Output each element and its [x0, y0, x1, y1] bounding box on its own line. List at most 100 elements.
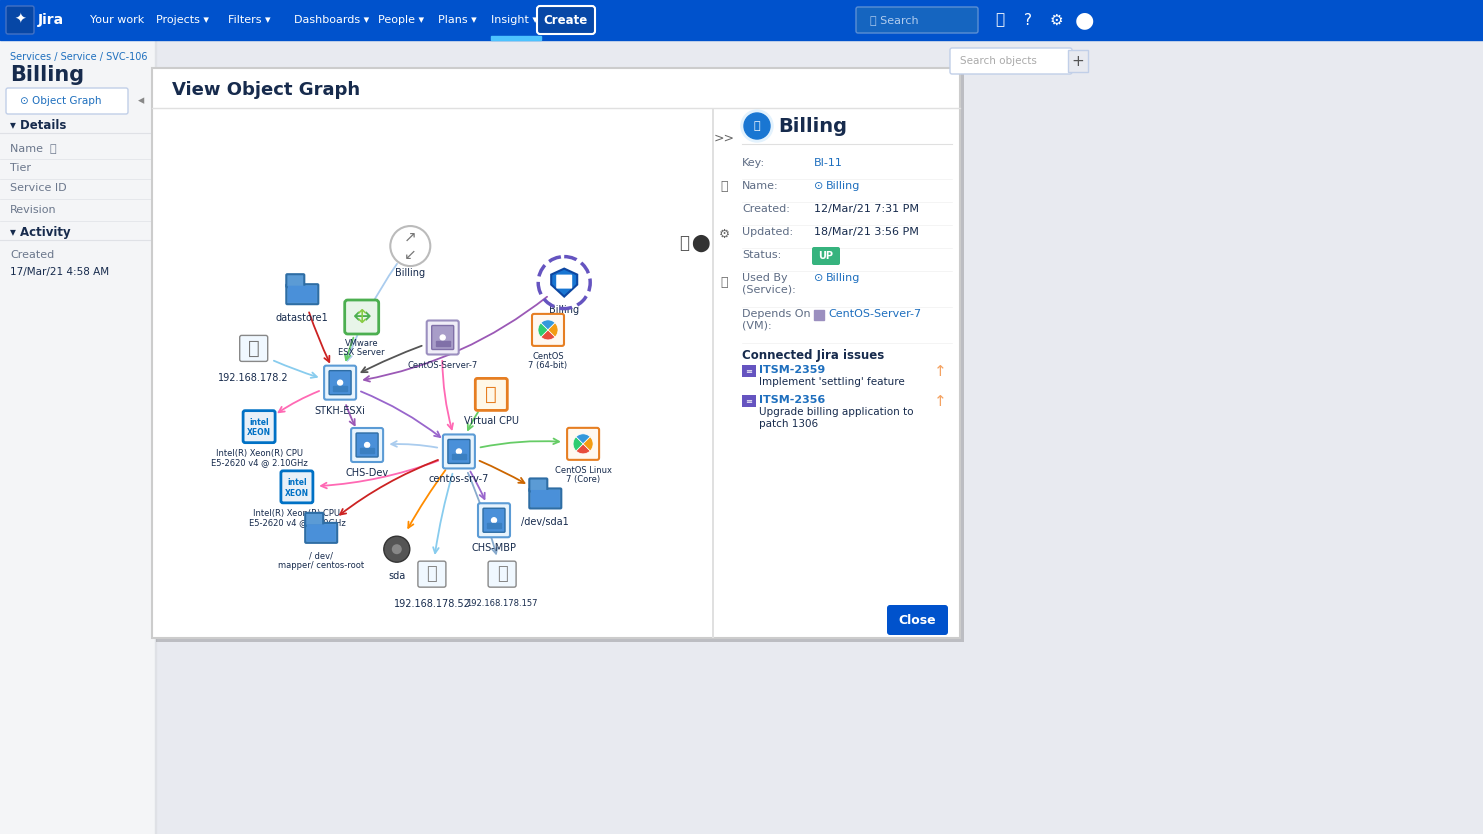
Wedge shape — [541, 320, 555, 330]
Text: CentOS Linux: CentOS Linux — [555, 466, 611, 475]
FancyBboxPatch shape — [286, 274, 304, 287]
Bar — [1068, 50, 1089, 72]
Text: 7 (64-bit): 7 (64-bit) — [528, 361, 568, 370]
Text: 12/Mar/21 7:31 PM: 12/Mar/21 7:31 PM — [814, 204, 919, 214]
Bar — [436, 344, 449, 345]
Text: Create: Create — [544, 13, 589, 27]
Bar — [814, 310, 825, 320]
Text: patch 1306: patch 1306 — [759, 419, 819, 429]
Text: Billing: Billing — [779, 117, 847, 135]
Bar — [452, 455, 466, 456]
Circle shape — [392, 545, 402, 555]
Bar — [436, 340, 449, 343]
FancyBboxPatch shape — [488, 561, 516, 587]
Text: ↔: ↔ — [353, 307, 371, 327]
Text: People ▾: People ▾ — [378, 15, 424, 25]
Text: Billing: Billing — [826, 181, 860, 191]
Text: ✦: ✦ — [15, 13, 25, 27]
Bar — [712, 108, 713, 638]
Text: Plans ▾: Plans ▾ — [437, 15, 476, 25]
Text: UP: UP — [819, 251, 833, 261]
FancyBboxPatch shape — [286, 284, 319, 304]
Polygon shape — [552, 269, 577, 297]
FancyBboxPatch shape — [307, 525, 335, 541]
Bar — [486, 526, 501, 528]
FancyBboxPatch shape — [305, 513, 323, 526]
Text: ≡: ≡ — [746, 396, 752, 405]
FancyBboxPatch shape — [443, 435, 475, 469]
Text: sda: sda — [389, 571, 405, 581]
Text: Status:: Status: — [742, 250, 782, 260]
Circle shape — [491, 518, 497, 523]
Text: Service ID: Service ID — [10, 183, 67, 193]
Text: 7 (Core): 7 (Core) — [567, 475, 601, 484]
Bar — [360, 451, 374, 453]
FancyBboxPatch shape — [329, 370, 351, 394]
Text: intel
XEON: intel XEON — [248, 418, 271, 437]
FancyBboxPatch shape — [351, 428, 383, 462]
FancyBboxPatch shape — [951, 48, 1072, 74]
FancyBboxPatch shape — [531, 490, 559, 507]
FancyBboxPatch shape — [567, 428, 599, 460]
Text: 🐦: 🐦 — [679, 234, 690, 252]
Text: Billing: Billing — [10, 65, 85, 85]
Bar — [360, 448, 374, 450]
Text: mapper/ centos-root: mapper/ centos-root — [279, 560, 365, 570]
FancyBboxPatch shape — [305, 523, 337, 543]
Text: Insight ▾: Insight ▾ — [491, 15, 538, 25]
FancyBboxPatch shape — [856, 7, 977, 33]
Text: Key:: Key: — [742, 158, 765, 168]
FancyBboxPatch shape — [6, 88, 128, 114]
Text: 192.168.178.2: 192.168.178.2 — [218, 374, 289, 384]
Wedge shape — [541, 330, 555, 340]
Text: Filters ▾: Filters ▾ — [228, 15, 270, 25]
Text: STKH-ESXi: STKH-ESXi — [314, 405, 365, 415]
Text: CHS-MBP: CHS-MBP — [472, 543, 516, 553]
Text: Tier: Tier — [10, 163, 31, 173]
Bar — [0, 0, 1483, 40]
Wedge shape — [538, 323, 549, 337]
Text: >>: >> — [713, 132, 734, 144]
Circle shape — [338, 380, 343, 385]
Bar — [452, 458, 466, 460]
Text: View Object Graph: View Object Graph — [172, 81, 360, 99]
Text: 192.168.178.52: 192.168.178.52 — [393, 599, 470, 609]
Text: Billing: Billing — [826, 273, 860, 283]
Text: ⊙: ⊙ — [814, 181, 823, 191]
Wedge shape — [549, 323, 558, 337]
FancyBboxPatch shape — [6, 6, 34, 34]
Text: Created:: Created: — [742, 204, 790, 214]
Text: 🖧: 🖧 — [497, 565, 507, 583]
FancyBboxPatch shape — [887, 605, 948, 635]
Text: Billing: Billing — [549, 304, 580, 314]
Text: Upgrade billing application to: Upgrade billing application to — [759, 407, 914, 417]
FancyBboxPatch shape — [742, 395, 756, 407]
Circle shape — [744, 113, 770, 139]
Text: Name  🏷: Name 🏷 — [10, 143, 56, 153]
Text: 🔔: 🔔 — [995, 13, 1004, 28]
Wedge shape — [575, 444, 590, 454]
Text: ▾ Details: ▾ Details — [10, 118, 67, 132]
FancyBboxPatch shape — [344, 300, 378, 334]
FancyBboxPatch shape — [813, 247, 839, 265]
Text: ITSM-2356: ITSM-2356 — [759, 395, 825, 405]
Text: 18/Mar/21 3:56 PM: 18/Mar/21 3:56 PM — [814, 227, 919, 237]
Text: 17/Mar/21 4:58 AM: 17/Mar/21 4:58 AM — [10, 267, 110, 277]
Text: 192.168.178.157: 192.168.178.157 — [466, 599, 538, 608]
Text: Projects ▾: Projects ▾ — [156, 15, 209, 25]
Text: Name:: Name: — [742, 181, 779, 191]
Text: ◂: ◂ — [138, 94, 144, 108]
Text: ⬛: ⬛ — [485, 385, 497, 404]
FancyBboxPatch shape — [427, 320, 458, 354]
Text: ⓘ: ⓘ — [721, 179, 728, 193]
Text: intel
XEON: intel XEON — [285, 478, 308, 498]
FancyBboxPatch shape — [475, 379, 507, 410]
Circle shape — [390, 226, 430, 266]
Circle shape — [742, 110, 773, 142]
Text: ⊙ Object Graph: ⊙ Object Graph — [19, 96, 101, 106]
Wedge shape — [572, 437, 583, 451]
Text: Revision: Revision — [10, 205, 56, 215]
FancyBboxPatch shape — [478, 503, 510, 537]
Bar — [491, 36, 540, 40]
Text: CentOS: CentOS — [532, 352, 564, 361]
